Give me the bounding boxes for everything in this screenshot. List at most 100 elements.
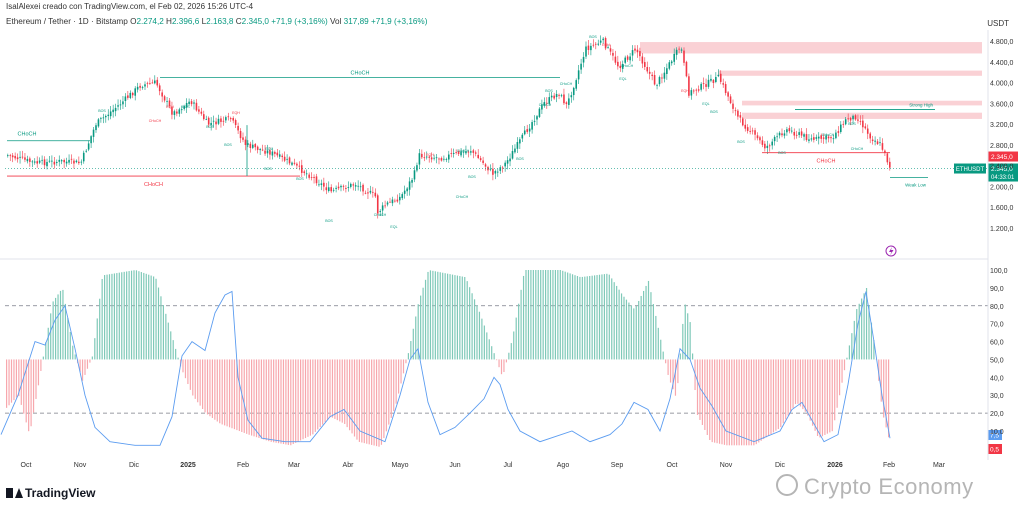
candle	[778, 132, 781, 136]
candle	[541, 104, 543, 110]
histogram-bar	[361, 359, 363, 443]
histogram-bar	[667, 359, 669, 375]
price-tick-label: 1.200,0	[990, 226, 1013, 233]
candle	[501, 167, 504, 169]
histogram-bar	[216, 359, 218, 422]
histogram-bar	[547, 270, 549, 360]
x-tick-label: Oct	[667, 462, 678, 469]
structure-tag: BOS	[98, 109, 106, 113]
candle	[139, 85, 141, 88]
symbol-tag	[954, 163, 986, 174]
histogram-bar	[297, 359, 299, 442]
structure-label: CHoCH	[18, 132, 37, 138]
candle	[117, 105, 119, 107]
histogram-bar	[290, 359, 292, 446]
candle	[766, 145, 769, 149]
histogram-bar	[745, 359, 748, 446]
candle	[269, 150, 271, 155]
x-tick-label: Jun	[449, 462, 460, 469]
histogram-bar	[807, 359, 809, 416]
histogram-bar	[493, 353, 495, 360]
histogram-bar	[18, 359, 20, 397]
histogram-bar	[787, 359, 789, 416]
candle	[715, 76, 717, 82]
candle	[234, 120, 237, 125]
price-tick-label: 2.000,0	[990, 184, 1013, 191]
candle	[288, 157, 291, 164]
candle	[668, 62, 671, 69]
candle	[837, 131, 840, 133]
price-tick-label: 3.200,0	[990, 122, 1013, 129]
histogram-bar	[689, 322, 691, 360]
candle	[423, 157, 426, 159]
histogram-bar	[153, 276, 155, 360]
histogram-bar	[243, 359, 245, 433]
histogram-bar	[571, 274, 574, 360]
structure-tag: CHoCH	[621, 64, 634, 68]
histogram-bar	[478, 311, 481, 360]
histogram-bar	[177, 357, 179, 360]
histogram-bar	[726, 359, 728, 446]
candle	[227, 116, 230, 118]
candle	[533, 120, 536, 122]
histogram-bar	[253, 359, 255, 437]
histogram-bar	[380, 359, 383, 445]
oscillator-pane[interactable]: 7,5 0,5	[0, 270, 1002, 454]
candle	[572, 87, 575, 96]
price-pane[interactable]: CHoCH CHoCH CHoCH CHoCH Strong High Weak Low B…	[5, 35, 1018, 257]
x-tick-label: Mayo	[391, 462, 408, 469]
candle	[127, 95, 129, 98]
histogram-bar	[839, 359, 841, 396]
histogram-bar	[28, 359, 30, 432]
candle	[166, 100, 168, 102]
candle	[337, 186, 340, 189]
candle	[817, 136, 820, 139]
histogram-bar	[155, 278, 157, 360]
candle	[433, 157, 435, 159]
candle	[200, 111, 203, 114]
candle	[693, 90, 695, 92]
candle	[592, 44, 595, 46]
histogram-bar	[64, 303, 66, 360]
histogram-bar	[868, 305, 870, 360]
histogram-bar	[268, 359, 270, 442]
tradingview-logo[interactable]: TradingView	[6, 486, 95, 500]
lightning-icon-glyph	[889, 247, 894, 256]
symbol-name[interactable]: Ethereum / Tether · 1D · Bitstamp	[6, 17, 128, 26]
histogram-bar	[47, 327, 49, 360]
histogram-bar	[57, 294, 59, 360]
structure-tag: EQH	[602, 43, 610, 47]
histogram-bar	[672, 359, 674, 390]
candle	[386, 202, 389, 205]
ohlc-value: 2.163,8	[206, 17, 234, 26]
histogram-bar	[410, 341, 412, 360]
histogram-bar	[263, 359, 265, 440]
candle	[644, 62, 646, 67]
candle	[75, 160, 78, 163]
chart-credit: IsalAlexei creado con TradingView.com, e…	[6, 2, 254, 11]
histogram-bar	[731, 359, 733, 446]
histogram-bar	[160, 296, 162, 360]
candle	[416, 165, 418, 171]
candle	[874, 140, 876, 142]
candle	[881, 143, 884, 150]
candle	[455, 152, 457, 154]
candle	[663, 72, 666, 79]
histogram-bar	[792, 359, 794, 408]
histogram-bar	[69, 331, 71, 360]
candle	[345, 188, 347, 189]
histogram-bar	[603, 274, 605, 360]
histogram-bar	[395, 359, 397, 404]
candle	[666, 68, 668, 74]
structure-tag: EQL	[702, 102, 709, 106]
candle	[646, 67, 649, 72]
candle	[198, 109, 200, 112]
candle	[205, 118, 208, 120]
candle	[550, 95, 553, 98]
histogram-bar	[135, 270, 138, 360]
histogram-bar	[518, 303, 520, 360]
candle	[621, 63, 624, 69]
candle	[359, 186, 362, 188]
histogram-bar	[251, 359, 253, 436]
